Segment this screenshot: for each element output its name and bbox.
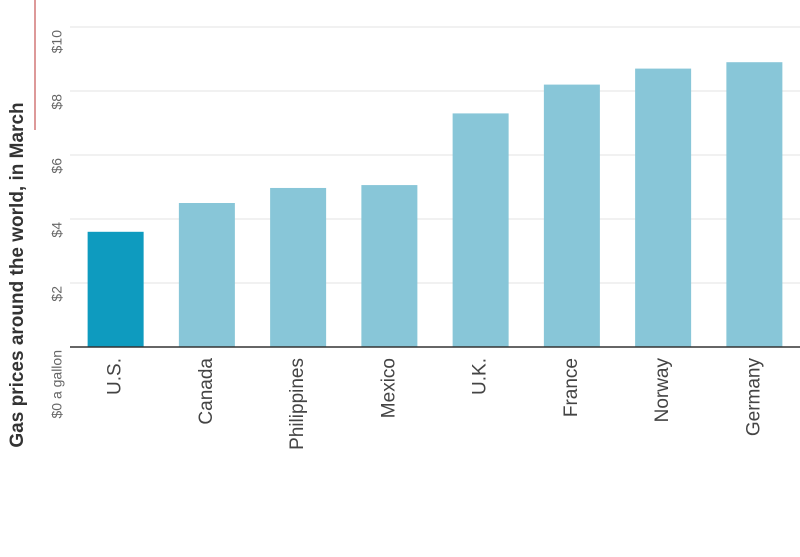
x-tick-label: U.K. — [470, 358, 491, 395]
x-tick-label: Germany — [743, 358, 764, 437]
x-tick-label: Mexico — [378, 358, 399, 418]
bar — [543, 84, 600, 347]
bar — [635, 68, 692, 347]
bar — [452, 113, 509, 348]
x-tick-label: Norway — [652, 358, 673, 423]
bar — [270, 187, 327, 347]
x-tick-label: Canada — [196, 358, 217, 425]
bar — [178, 203, 235, 347]
y-tick-label: $8 — [49, 94, 65, 110]
bar — [87, 231, 144, 347]
x-tick-label: U.S. — [105, 358, 126, 395]
y-tick-label: $4 — [49, 222, 65, 238]
y-tick-label: $2 — [49, 286, 65, 302]
chart-title: Gas prices around the world, in March — [7, 102, 28, 447]
y-tick-label: $10 — [49, 30, 65, 54]
bar — [361, 185, 418, 347]
y-tick-label: $6 — [49, 158, 65, 174]
x-tick-label: France — [561, 358, 582, 417]
bar — [726, 62, 783, 347]
x-tick-label: Philippines — [287, 358, 308, 450]
y-tick-label: $0 a gallon — [49, 350, 65, 419]
